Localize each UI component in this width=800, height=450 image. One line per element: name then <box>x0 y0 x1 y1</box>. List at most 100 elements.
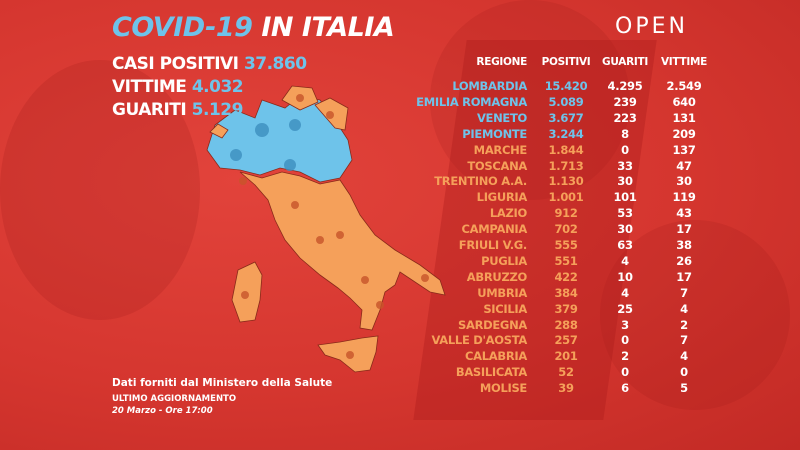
cell-guariti: 3 <box>621 317 629 332</box>
cell-regione: TOSCANA <box>467 158 527 173</box>
stat-label: CASI POSITIVI <box>112 54 239 74</box>
cell-positivi: 1.001 <box>548 190 584 205</box>
virus-marker-icon <box>241 291 249 299</box>
cell-guariti: 6 <box>621 381 629 396</box>
cell-guariti: 0 <box>621 142 629 157</box>
cell-positivi: 912 <box>554 206 578 221</box>
cell-regione: BASILICATA <box>455 365 527 380</box>
cell-regione: PUGLIA <box>481 253 527 268</box>
cell-regione: UMBRIA <box>477 285 527 300</box>
cell-guariti: 4.295 <box>607 79 643 93</box>
cell-vittime: 17 <box>676 222 692 237</box>
title-covid: COVID-19 <box>112 12 253 43</box>
cell-vittime: 43 <box>676 206 692 221</box>
cell-vittime: 7 <box>680 333 688 348</box>
cell-positivi: 702 <box>554 222 578 237</box>
cell-regione: ABRUZZO <box>466 269 528 284</box>
cell-vittime: 2 <box>680 317 688 332</box>
cell-guariti: 30 <box>617 222 633 237</box>
virus-marker-icon <box>230 149 242 161</box>
cell-positivi: 257 <box>554 333 578 348</box>
cell-vittime: 4 <box>680 301 688 316</box>
cell-guariti: 4 <box>621 253 629 268</box>
cell-positivi: 1.844 <box>548 142 584 157</box>
cell-guariti: 10 <box>617 269 633 284</box>
stat-value: 37.860 <box>243 54 307 74</box>
total-deaths: VITTIME 4.032 <box>112 77 244 97</box>
virus-marker-icon <box>289 119 301 131</box>
open-logo: OPEN <box>615 14 688 39</box>
virus-marker-icon <box>284 159 296 171</box>
virus-marker-icon <box>255 123 269 137</box>
cell-positivi: 379 <box>554 301 578 316</box>
cell-vittime: 17 <box>676 269 692 284</box>
virus-marker-icon <box>316 236 324 244</box>
cell-regione: VALLE D'AOSTA <box>431 333 527 348</box>
cell-regione: LOMBARDIA <box>452 79 527 93</box>
cell-positivi: 52 <box>558 365 574 380</box>
source-note: Dati forniti dal Ministero della Salute <box>112 377 333 389</box>
map-peninsula <box>239 171 446 331</box>
cell-regione: CAMPANIA <box>461 222 528 237</box>
cell-guariti: 4 <box>621 285 629 300</box>
update-label: ULTIMO AGGIORNAMENTO <box>112 394 237 404</box>
virus-marker-icon <box>421 274 429 282</box>
cell-positivi: 422 <box>554 269 578 284</box>
virus-marker-icon <box>291 201 299 209</box>
cell-regione: EMILIA ROMAGNA <box>416 94 527 109</box>
cell-positivi: 15.420 <box>544 79 588 93</box>
cell-vittime: 131 <box>672 110 696 125</box>
cell-vittime: 209 <box>672 126 696 141</box>
map-north-highlight <box>206 95 353 183</box>
virus-marker-icon <box>239 177 247 185</box>
header-positivi: POSITIVI <box>541 56 591 68</box>
cell-regione: FRIULI V.G. <box>458 238 528 252</box>
cell-regione: VENETO <box>476 110 527 125</box>
cell-vittime: 5 <box>680 381 688 396</box>
stat-label: VITTIME <box>112 77 187 97</box>
cell-regione: MARCHE <box>473 142 528 157</box>
cell-positivi: 3.677 <box>548 110 584 125</box>
cell-guariti: 25 <box>617 301 633 316</box>
cell-positivi: 555 <box>554 238 578 252</box>
cell-vittime: 38 <box>676 238 692 252</box>
virus-marker-icon <box>376 301 384 309</box>
cell-positivi: 201 <box>554 349 578 364</box>
cell-positivi: 3.244 <box>548 126 584 141</box>
cell-vittime: 7 <box>680 285 688 300</box>
cell-guariti: 101 <box>613 190 637 205</box>
map-aosta <box>209 123 229 139</box>
cell-vittime: 2.549 <box>666 79 702 93</box>
cell-positivi: 1.130 <box>548 174 584 189</box>
cell-vittime: 4 <box>680 349 688 364</box>
cell-regione: TRENTINO A.A. <box>434 174 527 189</box>
cell-positivi: 39 <box>558 381 574 396</box>
update-date: 20 Marzo - Ore 17:00 <box>112 406 213 416</box>
cell-guariti: 30 <box>617 174 633 189</box>
cell-vittime: 0 <box>680 365 688 380</box>
cell-guariti: 239 <box>613 94 637 109</box>
cell-regione: SICILIA <box>483 301 527 316</box>
header-guariti: GUARITI <box>602 56 648 68</box>
cell-regione: MOLISE <box>479 381 527 396</box>
virus-decoration <box>430 0 630 200</box>
virus-marker-icon <box>336 231 344 239</box>
cell-regione: SARDEGNA <box>457 317 527 332</box>
cell-positivi: 288 <box>554 317 578 332</box>
cell-positivi: 1.713 <box>548 158 584 173</box>
cell-positivi: 551 <box>554 253 578 268</box>
cell-regione: LAZIO <box>489 206 527 221</box>
cell-guariti: 33 <box>617 158 633 173</box>
cell-regione: LIGURIA <box>476 190 528 205</box>
cell-guariti: 2 <box>621 349 629 364</box>
total-recovered: GUARITI 5.129 <box>112 100 243 120</box>
cell-vittime: 119 <box>672 190 696 205</box>
stat-value: 5.129 <box>191 100 244 120</box>
cell-guariti: 63 <box>617 238 633 252</box>
header-regione: REGIONE <box>476 56 527 68</box>
cell-positivi: 5.089 <box>548 94 584 109</box>
cell-regione: CALABRIA <box>465 349 527 364</box>
stat-value: 4.032 <box>191 77 244 97</box>
cell-regione: PIEMONTE <box>462 126 527 141</box>
